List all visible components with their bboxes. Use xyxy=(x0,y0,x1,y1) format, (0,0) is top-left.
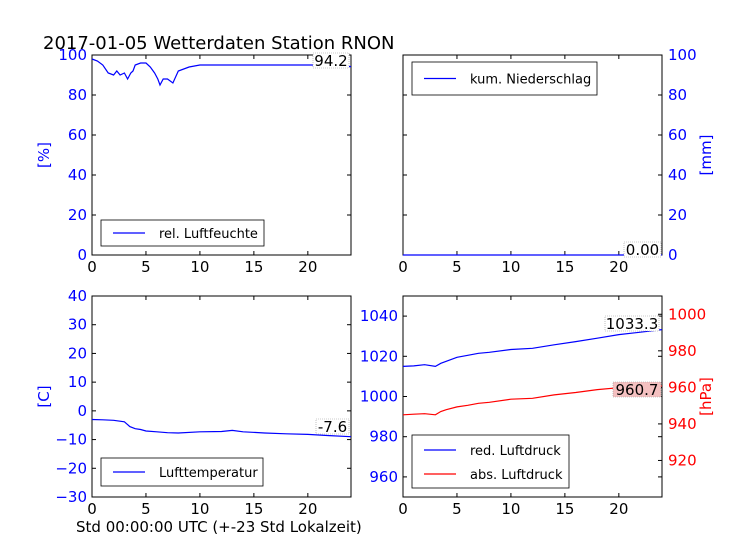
y-tick-label: 1000 xyxy=(360,388,398,406)
plot-frame xyxy=(91,54,352,256)
x-tick-label: 5 xyxy=(141,258,151,276)
last-value-box xyxy=(604,315,660,332)
last-value-box xyxy=(315,418,350,435)
y-tick-label: 980 xyxy=(369,428,398,446)
figure-title: 2017-01-05 Wetterdaten Station RNON xyxy=(43,33,394,54)
y-tick-label: 20 xyxy=(668,206,687,224)
y-tick-label: 40 xyxy=(668,166,687,184)
y-tick-label: 0 xyxy=(668,246,678,264)
y-right-tick-label: 920 xyxy=(668,451,697,469)
x-tick-label: 10 xyxy=(501,258,520,276)
y-right-tick-label: 980 xyxy=(668,342,697,360)
y-tick-label: 20 xyxy=(68,344,87,362)
legend-label: red. Luftdruck xyxy=(470,444,561,459)
legend-temperature: Lufttemperatur xyxy=(100,457,264,487)
y-tick-label: 80 xyxy=(668,86,687,104)
x-tick-label: 20 xyxy=(609,258,628,276)
x-tick-label: 10 xyxy=(190,258,209,276)
legend-label: rel. Luftfeuchte xyxy=(159,227,258,242)
last-value-label: 94.2 xyxy=(314,52,347,70)
panel-pressure: 0 5 10 15 20 960 980 1000 1020 1040 920 940 960 980 10… xyxy=(360,295,715,518)
x-tick-label: 10 xyxy=(190,500,209,518)
legend-pressure: red. Luftdruck abs. Luftdruck xyxy=(411,434,570,489)
x-tick-label: 15 xyxy=(555,500,574,518)
last-value-label: -7.6 xyxy=(318,418,347,436)
x-tick-label: 20 xyxy=(298,500,317,518)
legend-humidity: rel. Luftfeuchte xyxy=(100,219,265,247)
last-value-label: 960.7 xyxy=(616,381,659,399)
y-tick-label: −30 xyxy=(55,488,87,506)
series-line-temperature-0 xyxy=(91,418,352,438)
figure-footer-xlabel: Std 00:00:00 UTC (+-23 Std Lokalzeit) xyxy=(76,518,362,536)
y-tick-label: 1020 xyxy=(360,347,398,365)
legend-label: abs. Luftdruck xyxy=(470,468,563,483)
panel-precipitation: 0 5 10 15 20 0 20 40 60 80 100 [mm] kum. Niederschla… xyxy=(398,46,715,276)
y-axis-label: [mm] xyxy=(697,135,715,176)
x-tick-label: 5 xyxy=(452,258,462,276)
y-tick-label: 30 xyxy=(68,316,87,334)
y-axis-label: [%] xyxy=(35,142,53,168)
y-tick-label: 10 xyxy=(68,373,87,391)
y-tick-label: 60 xyxy=(668,126,687,144)
x-tick-label: 15 xyxy=(244,258,263,276)
series-line-pressure-1 xyxy=(402,385,663,416)
series-line-pressure-0 xyxy=(402,329,663,368)
y-tick-label: 1040 xyxy=(360,307,398,325)
x-tick-label: 20 xyxy=(298,258,317,276)
x-tick-label: 10 xyxy=(501,500,520,518)
y-right-tick-label: 940 xyxy=(668,415,697,433)
x-tick-label: 0 xyxy=(398,258,408,276)
y-tick-label: 40 xyxy=(68,166,87,184)
last-value-label: 1033.3 xyxy=(606,315,659,333)
y-tick-label: 100 xyxy=(58,46,87,64)
x-tick-label: 15 xyxy=(555,258,574,276)
y-tick-label: 960 xyxy=(369,468,398,486)
x-tick-label: 20 xyxy=(609,500,628,518)
x-tick-label: 0 xyxy=(87,258,97,276)
y-tick-label: 20 xyxy=(68,206,87,224)
x-tick-label: 15 xyxy=(244,500,263,518)
last-value-label: 0.00 xyxy=(626,241,659,259)
panel-humidity: 0 5 10 15 20 0 20 40 60 80 100 [%] rel. Luftfeuchte 9… xyxy=(35,46,352,276)
x-tick-label: 5 xyxy=(452,500,462,518)
plot-frame xyxy=(91,295,352,498)
y-right-tick-label: 1000 xyxy=(668,305,706,323)
y-tick-label: −20 xyxy=(55,459,87,477)
last-value-box xyxy=(312,52,350,69)
y-tick-label: −10 xyxy=(55,431,87,449)
legend-label: Lufttemperatur xyxy=(159,466,258,481)
last-value-box xyxy=(623,241,662,258)
legend-box xyxy=(411,434,570,489)
x-tick-label: 0 xyxy=(87,500,97,518)
y-tick-label: 40 xyxy=(68,287,87,305)
legend-label: kum. Niederschlag xyxy=(470,73,591,88)
x-tick-label: 5 xyxy=(141,500,151,518)
y-axis-label: [hPa] xyxy=(697,377,715,416)
legend-precipitation: kum. Niederschlag xyxy=(411,61,598,96)
y-tick-label: 0 xyxy=(77,246,87,264)
series-line-humidity-0 xyxy=(91,58,352,87)
last-value-box xyxy=(612,381,662,398)
y-right-tick-label: 960 xyxy=(668,378,697,396)
y-axis-label: [C] xyxy=(35,385,53,407)
panel-temperature: 0 5 10 15 20 −30 −20 −10 0 10 20 30 40 [C] Lufttempera… xyxy=(35,287,352,518)
y-tick-label: 80 xyxy=(68,86,87,104)
y-tick-label: 0 xyxy=(77,402,87,420)
y-tick-label: 60 xyxy=(68,126,87,144)
y-tick-label: 100 xyxy=(668,46,697,64)
x-tick-label: 0 xyxy=(398,500,408,518)
